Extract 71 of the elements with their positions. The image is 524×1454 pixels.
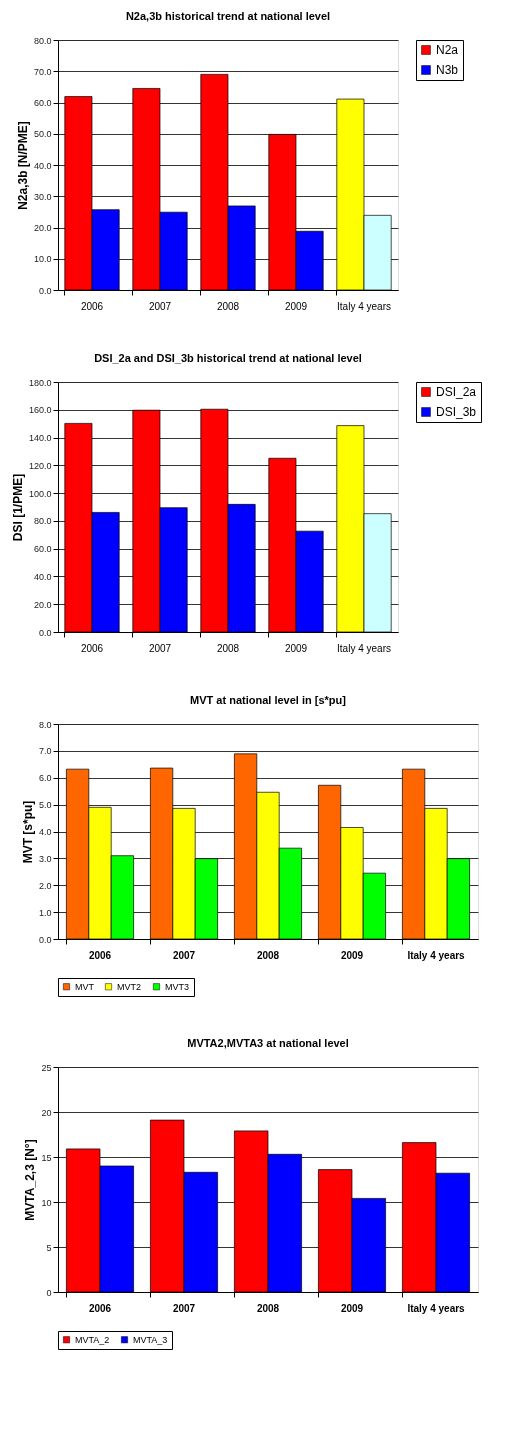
- y-tick-label: 50.0: [33, 129, 52, 140]
- y-tick-label: 0.0: [38, 934, 52, 945]
- x-tick-label: 2009: [340, 1302, 364, 1314]
- y-tick-label: 1.0: [38, 907, 52, 918]
- x-tick-label: 2006: [80, 642, 104, 654]
- y-tick-label: 20.0: [33, 599, 52, 610]
- x-tick-label: Italy 4 years: [407, 1302, 466, 1314]
- legend-label: N3b: [436, 63, 459, 77]
- y-tick-label: 20: [41, 1107, 52, 1118]
- legend-label: DSI_3b: [436, 405, 477, 419]
- x-tick-label: 2008: [256, 1302, 280, 1314]
- y-tick-label: 7.0: [38, 746, 52, 757]
- y-tick-label: 40.0: [33, 160, 52, 171]
- y-tick-label: 100.0: [28, 488, 52, 499]
- y-tick-label: 2.0: [38, 880, 52, 891]
- y-tick-label: 60.0: [33, 544, 52, 555]
- x-tick-label: 2008: [216, 300, 240, 312]
- y-tick-label: 0: [46, 1287, 52, 1298]
- y-tick-label: 0.0: [38, 285, 52, 296]
- y-tick-label: 80.0: [33, 516, 52, 527]
- x-tick-label: Italy 4 years: [407, 949, 466, 961]
- y-tick-label: 70.0: [33, 66, 52, 77]
- y-tick-label: 25: [41, 1062, 52, 1073]
- y-tick-label: 4.0: [38, 827, 52, 837]
- y-axis-title: DSI [1/PME]: [10, 473, 25, 542]
- x-tick-label: Italy 4 years: [337, 642, 391, 654]
- y-tick-label: 20.0: [33, 223, 52, 233]
- y-tick-label: 5: [46, 1242, 52, 1253]
- y-tick-label: 15: [41, 1152, 52, 1163]
- x-tick-label: 2007: [148, 300, 172, 312]
- x-tick-label: 2009: [284, 300, 308, 312]
- legend-label: MVT2: [117, 981, 142, 992]
- legend-label: DSI_2a: [436, 385, 477, 399]
- x-tick-label: 2006: [88, 949, 112, 961]
- y-tick-label: 10: [41, 1197, 52, 1208]
- x-tick-label: 2006: [88, 1302, 112, 1314]
- chart-title: DSI_2a and DSI_3b historical trend at national level: [94, 352, 362, 364]
- y-axis-title: MVTA_2,3 [N°]: [23, 1139, 38, 1221]
- x-tick-label: 2009: [340, 949, 364, 961]
- y-tick-label: 8.0: [38, 719, 52, 730]
- legend-label: MVT3: [165, 981, 190, 992]
- x-tick-label: 2007: [148, 642, 172, 654]
- y-tick-label: 5.0: [38, 800, 52, 811]
- x-tick-label: Italy 4 years: [337, 300, 391, 312]
- legend-label: N2a: [436, 43, 459, 57]
- y-tick-label: 120.0: [28, 460, 52, 471]
- y-tick-label: 60.0: [33, 98, 52, 108]
- x-tick-label: 2008: [256, 949, 280, 961]
- x-tick-label: 2007: [172, 1302, 196, 1314]
- x-tick-label: 2006: [80, 300, 104, 312]
- chart-title: MVT at national level in [s*pu]: [190, 694, 347, 706]
- y-tick-label: 0.0: [38, 627, 52, 638]
- x-tick-label: 2008: [216, 642, 240, 654]
- y-tick-label: 80.0: [33, 35, 52, 46]
- y-axis-title: MVT [s*pu]: [20, 800, 35, 864]
- x-tick-label: 2009: [284, 642, 308, 654]
- y-tick-label: 30.0: [33, 191, 52, 202]
- y-tick-label: 180.0: [28, 377, 52, 388]
- chart-title: MVTA2,MVTA3 at national level: [187, 1037, 349, 1049]
- y-tick-label: 6.0: [38, 773, 52, 784]
- y-tick-label: 40.0: [33, 571, 52, 582]
- y-tick-label: 3.0: [38, 853, 52, 864]
- legend-label: MVTA_3: [133, 1334, 168, 1345]
- y-tick-label: 160.0: [28, 405, 52, 416]
- legend-label: MVTA_2: [75, 1334, 110, 1345]
- y-axis-title: N2a,3b [N/PME]: [15, 121, 30, 210]
- chart-title: N2a,3b historical trend at national level: [125, 10, 331, 22]
- x-tick-label: 2007: [172, 949, 196, 961]
- y-tick-label: 140.0: [28, 433, 52, 444]
- legend-label: MVT: [75, 981, 95, 992]
- y-tick-label: 10.0: [33, 254, 52, 265]
